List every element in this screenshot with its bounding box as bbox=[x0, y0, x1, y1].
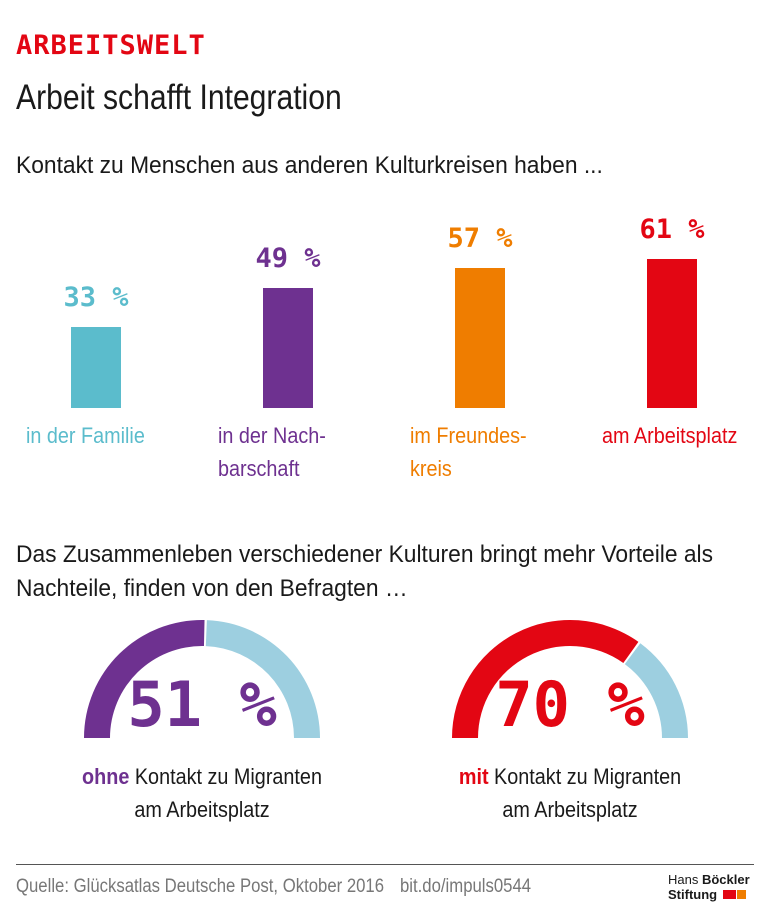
bar-category-label: im Freundes- bbox=[410, 423, 527, 448]
logo-square-orange bbox=[736, 890, 746, 899]
bar-category-label: am Arbeitsplatz bbox=[602, 423, 738, 448]
gauge-label-bold: mit bbox=[458, 764, 489, 789]
gauge-value: 70 % bbox=[495, 668, 645, 741]
kicker: ARBEITSWELT bbox=[16, 30, 206, 61]
logo-text-a: Hans bbox=[668, 872, 702, 887]
logo-text-c: Stiftung bbox=[668, 887, 718, 902]
bar-category-label: kreis bbox=[410, 456, 452, 481]
bar-category-label: barschaft bbox=[218, 456, 300, 481]
bar bbox=[71, 327, 121, 408]
gauge-section-title: Das Zusammenleben verschiedener Kulturen… bbox=[16, 541, 714, 602]
gauge-label-text: Kontakt zu Migranten bbox=[494, 764, 682, 789]
bar-category-label: in der Nach- bbox=[218, 423, 326, 448]
source-link[interactable]: bit.do/impuls0544 bbox=[400, 876, 532, 897]
gauge-rest-arc bbox=[624, 643, 688, 738]
gauge-value: 51 % bbox=[127, 668, 277, 741]
logo-square-red bbox=[722, 890, 736, 899]
bar-value-label: 57 % bbox=[447, 223, 513, 255]
gauge-label-text: Kontakt zu Migranten bbox=[134, 764, 322, 789]
source-text: Quelle: Glücksatlas Deutsche Post, Oktob… bbox=[16, 876, 385, 897]
gauge-label: mit Kontakt zu Migranten am Arbeitsplatz bbox=[426, 760, 714, 826]
logo-text-b: Böckler bbox=[701, 872, 750, 887]
bar-category-label: in der Familie bbox=[26, 423, 145, 448]
hans-boeckler-logo: Hans Böckler Stiftung bbox=[668, 872, 750, 902]
bar bbox=[647, 258, 697, 408]
bar bbox=[263, 287, 313, 408]
bar-value-label: 49 % bbox=[255, 242, 321, 274]
bar bbox=[455, 268, 505, 408]
page-title: Arbeit schafft Integration bbox=[16, 78, 342, 117]
gauge-value-arc bbox=[84, 619, 205, 738]
footer-divider bbox=[16, 864, 754, 865]
bar-value-label: 33 % bbox=[63, 282, 129, 314]
gauge-label-line2: am Arbeitsplatz bbox=[134, 797, 270, 822]
gauge-label-bold: ohne bbox=[82, 764, 130, 789]
gauge-value-arc bbox=[452, 619, 639, 738]
gauge-label-line2: am Arbeitsplatz bbox=[502, 797, 638, 822]
bar-chart-title: Kontakt zu Menschen aus anderen Kulturkr… bbox=[16, 152, 603, 179]
gauge-label: ohne Kontakt zu Migranten am Arbeitsplatz bbox=[58, 760, 346, 826]
bar-value-label: 61 % bbox=[639, 213, 705, 245]
gauge-rest-arc bbox=[205, 620, 320, 738]
